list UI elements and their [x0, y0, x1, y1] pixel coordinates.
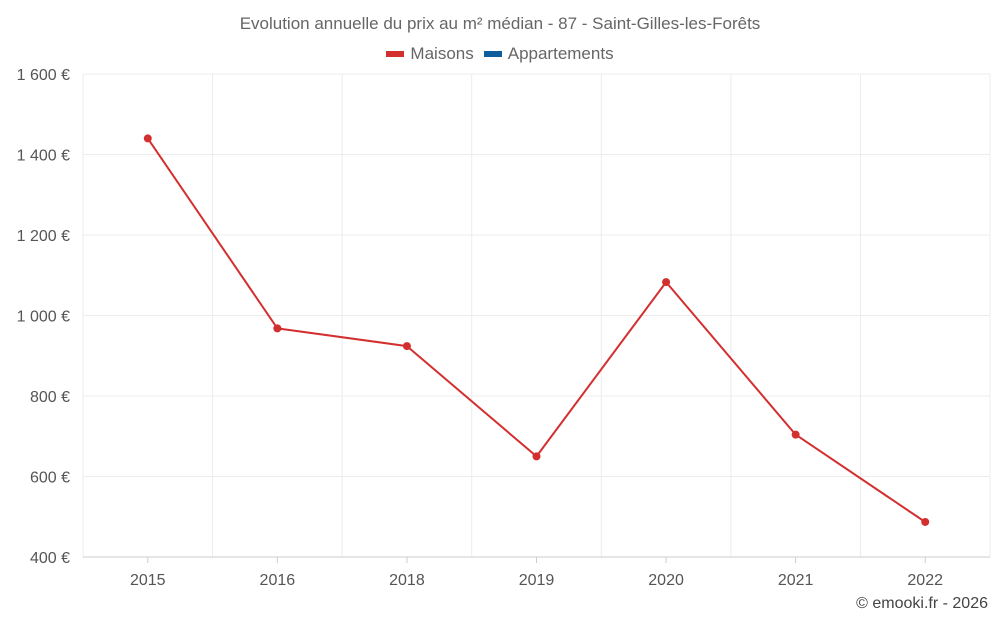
data-point[interactable]	[143, 134, 152, 143]
y-tick-label: 1 200 €	[17, 228, 70, 245]
legend-label-appartements: Appartements	[507, 44, 614, 63]
y-tick-label: 600 €	[30, 470, 70, 487]
x-tick-label: 2015	[130, 572, 166, 589]
legend-item-maisons[interactable]: Maisons	[386, 44, 474, 64]
grid-lines	[82, 73, 991, 558]
data-point[interactable]	[273, 324, 282, 333]
y-tick-label: 1 600 €	[17, 67, 70, 84]
x-tick-label: 2021	[778, 572, 814, 589]
data-point[interactable]	[791, 430, 800, 439]
series-line	[146, 137, 926, 523]
data-point[interactable]	[662, 278, 671, 287]
footer-credit: © emooki.fr - 2026	[856, 595, 988, 612]
axes	[83, 556, 990, 563]
chart-title: Evolution annuelle du prix au m² médian …	[239, 14, 761, 33]
x-tick-label: 2016	[260, 572, 296, 589]
y-axis-tick-labels: 400 € 600 € 800 € 1 000 € 1 200 € 1 400 € 1 60…	[17, 67, 70, 567]
x-tick-label: 2022	[907, 572, 943, 589]
legend-item-appartements[interactable]: Appartements	[483, 44, 614, 64]
data-point[interactable]	[402, 342, 411, 351]
legend-label-maisons: Maisons	[410, 44, 474, 63]
x-tick-label: 2020	[648, 572, 684, 589]
y-tick-label: 1 400 €	[17, 148, 70, 165]
data-point[interactable]	[532, 452, 541, 461]
legend-swatch-appartements	[483, 51, 502, 57]
y-tick-label: 800 €	[30, 389, 70, 406]
y-tick-label: 1 000 €	[17, 309, 70, 326]
x-axis-tick-labels: 2015 2016 2018 2019 2020 2021 2022	[130, 572, 943, 589]
legend-swatch-maisons	[386, 51, 405, 57]
x-tick-label: 2018	[389, 572, 425, 589]
data-point[interactable]	[921, 517, 930, 526]
x-tick-label: 2019	[519, 572, 555, 589]
chart-legend: Maisons Appartements	[0, 44, 1000, 64]
y-tick-label: 400 €	[30, 550, 70, 567]
series-maisons	[143, 134, 930, 526]
